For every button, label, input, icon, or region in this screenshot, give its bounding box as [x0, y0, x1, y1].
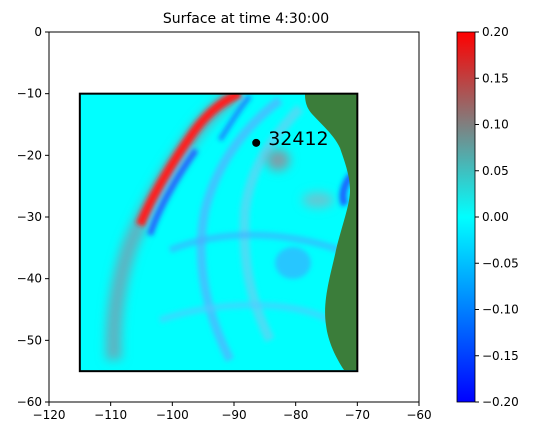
colorbar-tick-label: 0.10 [482, 118, 509, 132]
x-tick-label: −100 [156, 408, 189, 422]
domain-box [78, 92, 359, 373]
x-tick-label: −110 [94, 408, 127, 422]
y-tick-label: −40 [17, 272, 42, 286]
colorbar-tick-label: −0.20 [482, 395, 519, 409]
colorbar-tick-label: 0.20 [482, 25, 509, 39]
colorbar-tick-label: −0.05 [482, 256, 519, 270]
colorbar-tick-label: 0.15 [482, 71, 509, 85]
station-marker [252, 138, 261, 147]
colorbar-gradient [456, 31, 476, 403]
y-tick-label: −60 [17, 395, 42, 409]
x-axis: −120 −110 −100 −90 −80 −70 −60 [33, 402, 432, 422]
surface-field [79, 93, 358, 372]
y-tick-label: −20 [17, 148, 42, 162]
colorbar-tick-label: 0.05 [482, 164, 509, 178]
y-tick-label: 0 [34, 25, 42, 39]
x-tick-label: −120 [33, 408, 66, 422]
x-tick-label: −80 [283, 408, 308, 422]
colorbar-tick-label: 0.00 [482, 210, 509, 224]
y-tick-label: −30 [17, 210, 42, 224]
chart-title: Surface at time 4:30:00 [163, 11, 329, 27]
x-tick-label: −70 [345, 408, 370, 422]
colorbar-tick-label: −0.10 [482, 303, 519, 317]
y-tick-label: −10 [17, 87, 42, 101]
y-tick-label: −50 [17, 333, 42, 347]
y-axis: 0 −10 −20 −30 −40 −50 −60 [17, 25, 49, 409]
x-tick-label: −60 [406, 408, 431, 422]
station-label: 32412 [268, 128, 328, 150]
x-tick-label: −90 [221, 408, 246, 422]
plot-area: 32412 [48, 31, 420, 403]
land-mass [305, 93, 357, 370]
colorbar-tick-label: −0.15 [482, 349, 519, 363]
colorbar: 0.20 0.15 0.10 0.05 0.00 −0.05 −0.10 −0.15 −0.20 [456, 25, 519, 409]
colorbar-ticks: 0.20 0.15 0.10 0.05 0.00 −0.05 −0.10 −0.15 −0.20 [475, 25, 519, 409]
